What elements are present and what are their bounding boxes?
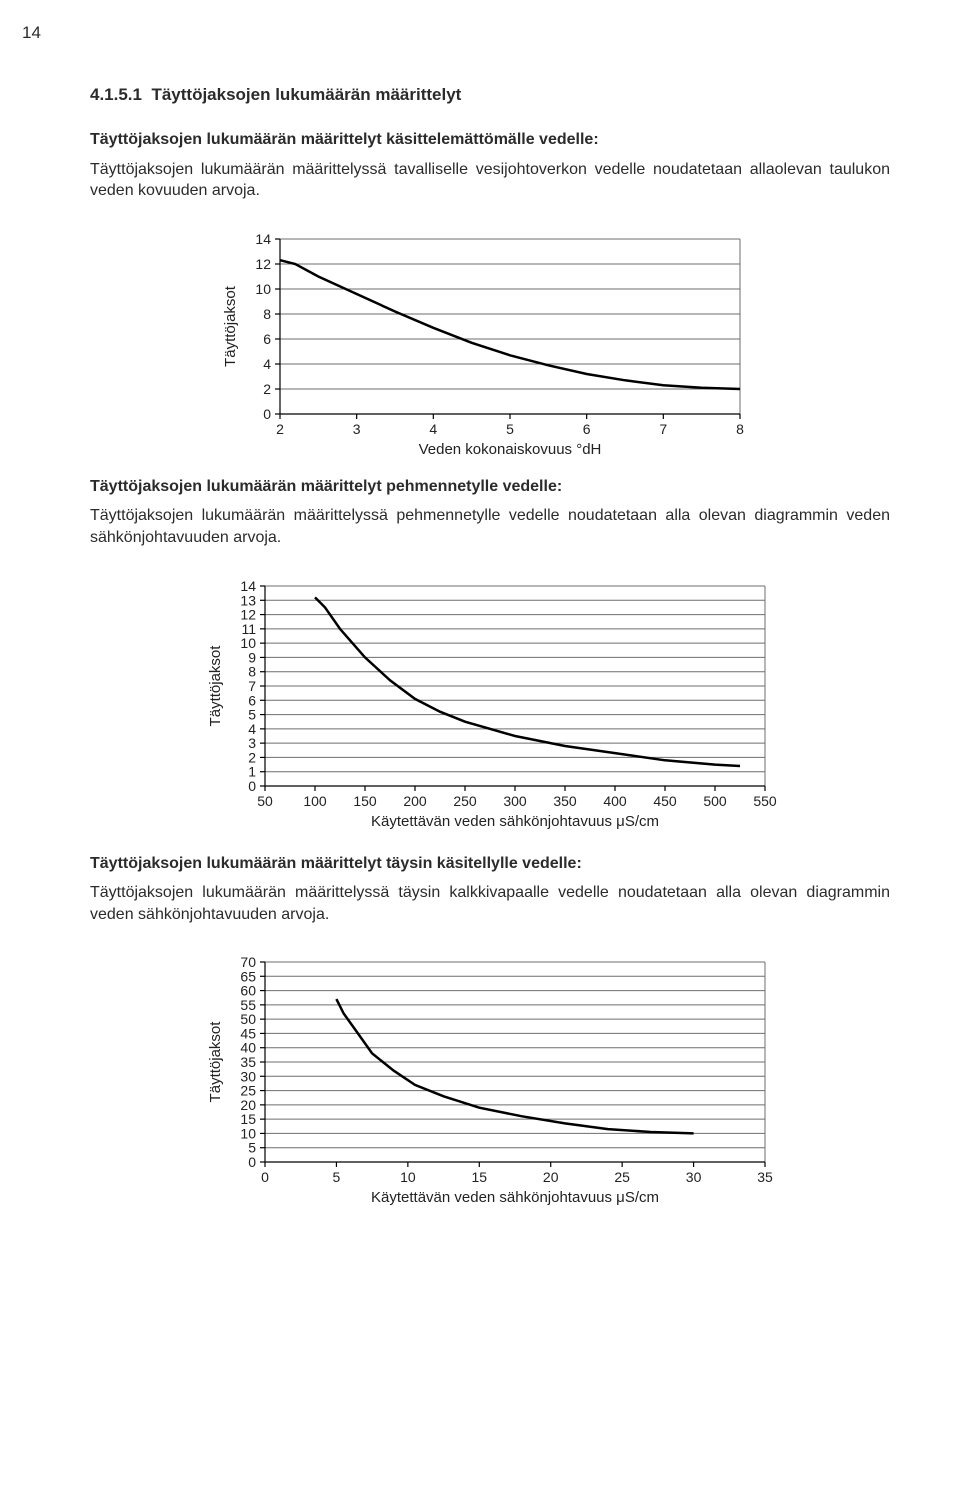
svg-text:50: 50 bbox=[257, 793, 273, 809]
svg-text:200: 200 bbox=[403, 793, 427, 809]
chart-1: 234567802468101214TäyttöjaksotVeden koko… bbox=[210, 224, 770, 454]
chart-2-container: 5010015020025030035040045050055001234567… bbox=[90, 571, 890, 831]
chart-2: 5010015020025030035040045050055001234567… bbox=[195, 571, 785, 831]
svg-text:350: 350 bbox=[553, 793, 577, 809]
svg-text:10: 10 bbox=[400, 1169, 416, 1185]
svg-text:25: 25 bbox=[614, 1169, 630, 1185]
svg-text:8: 8 bbox=[248, 663, 256, 679]
svg-text:70: 70 bbox=[240, 954, 256, 970]
svg-text:4: 4 bbox=[248, 720, 256, 736]
svg-text:50: 50 bbox=[240, 1011, 256, 1027]
svg-text:4: 4 bbox=[263, 356, 271, 372]
svg-text:Käytettävän veden sähkönjohtav: Käytettävän veden sähkönjohtavuus μS/cm bbox=[371, 1189, 659, 1206]
svg-text:40: 40 bbox=[240, 1040, 256, 1056]
svg-text:150: 150 bbox=[353, 793, 377, 809]
svg-text:20: 20 bbox=[543, 1169, 559, 1185]
svg-text:100: 100 bbox=[303, 793, 327, 809]
svg-text:0: 0 bbox=[263, 406, 271, 422]
svg-text:2: 2 bbox=[248, 749, 256, 765]
svg-text:65: 65 bbox=[240, 969, 256, 985]
svg-text:15: 15 bbox=[471, 1169, 487, 1185]
svg-text:45: 45 bbox=[240, 1026, 256, 1042]
svg-text:5: 5 bbox=[248, 1140, 256, 1156]
svg-text:0: 0 bbox=[261, 1169, 269, 1185]
svg-text:14: 14 bbox=[255, 231, 271, 247]
svg-text:2: 2 bbox=[276, 421, 284, 437]
block1-heading: Täyttöjaksojen lukumäärän määrittelyt kä… bbox=[90, 129, 890, 151]
svg-text:500: 500 bbox=[703, 793, 727, 809]
svg-text:250: 250 bbox=[453, 793, 477, 809]
svg-text:30: 30 bbox=[686, 1169, 702, 1185]
svg-text:6: 6 bbox=[263, 331, 271, 347]
svg-text:25: 25 bbox=[240, 1083, 256, 1099]
chart-3: 0510152025303505101520253035404550556065… bbox=[195, 947, 785, 1207]
svg-text:4: 4 bbox=[429, 421, 437, 437]
svg-text:0: 0 bbox=[248, 778, 256, 794]
svg-text:400: 400 bbox=[603, 793, 627, 809]
section-title-text: Täyttöjaksojen lukumäärän määrittelyt bbox=[151, 85, 461, 104]
svg-text:12: 12 bbox=[255, 256, 271, 272]
svg-text:30: 30 bbox=[240, 1069, 256, 1085]
block2-heading: Täyttöjaksojen lukumäärän määrittelyt pe… bbox=[90, 476, 890, 498]
svg-text:7: 7 bbox=[659, 421, 667, 437]
chart-1-container: 234567802468101214TäyttöjaksotVeden koko… bbox=[90, 224, 890, 454]
chart-3-container: 0510152025303505101520253035404550556065… bbox=[90, 947, 890, 1207]
svg-text:Veden kokonaiskovuus °dH: Veden kokonaiskovuus °dH bbox=[419, 441, 602, 454]
svg-text:3: 3 bbox=[248, 735, 256, 751]
svg-text:14: 14 bbox=[240, 578, 256, 594]
svg-text:550: 550 bbox=[753, 793, 777, 809]
svg-text:450: 450 bbox=[653, 793, 677, 809]
svg-text:60: 60 bbox=[240, 983, 256, 999]
svg-text:13: 13 bbox=[240, 592, 256, 608]
svg-text:Käytettävän veden sähkönjohtav: Käytettävän veden sähkönjohtavuus μS/cm bbox=[371, 813, 659, 830]
svg-text:20: 20 bbox=[240, 1097, 256, 1113]
svg-text:10: 10 bbox=[240, 635, 256, 651]
svg-text:6: 6 bbox=[583, 421, 591, 437]
svg-text:10: 10 bbox=[255, 281, 271, 297]
svg-text:5: 5 bbox=[248, 706, 256, 722]
svg-text:6: 6 bbox=[248, 692, 256, 708]
svg-text:Täyttöjaksot: Täyttöjaksot bbox=[207, 1021, 224, 1103]
svg-text:1: 1 bbox=[248, 763, 256, 779]
block1-para: Täyttöjaksojen lukumäärän määrittelyssä … bbox=[90, 159, 890, 202]
block2-para: Täyttöjaksojen lukumäärän määrittelyssä … bbox=[90, 505, 890, 548]
svg-text:0: 0 bbox=[248, 1154, 256, 1170]
svg-text:3: 3 bbox=[353, 421, 361, 437]
svg-text:Täyttöjaksot: Täyttöjaksot bbox=[222, 285, 239, 367]
svg-text:Täyttöjaksot: Täyttöjaksot bbox=[207, 644, 224, 726]
svg-text:35: 35 bbox=[240, 1054, 256, 1070]
svg-text:8: 8 bbox=[263, 306, 271, 322]
svg-text:2: 2 bbox=[263, 381, 271, 397]
svg-text:10: 10 bbox=[240, 1126, 256, 1142]
svg-text:55: 55 bbox=[240, 997, 256, 1013]
svg-text:9: 9 bbox=[248, 649, 256, 665]
section-number: 4.1.5.1 bbox=[90, 85, 142, 104]
page-number: 14 bbox=[22, 22, 41, 45]
block3-heading: Täyttöjaksojen lukumäärän määrittelyt tä… bbox=[90, 853, 890, 875]
svg-text:7: 7 bbox=[248, 678, 256, 694]
section-title: 4.1.5.1 Täyttöjaksojen lukumäärän määrit… bbox=[90, 84, 890, 107]
svg-text:300: 300 bbox=[503, 793, 527, 809]
svg-text:12: 12 bbox=[240, 606, 256, 622]
svg-text:5: 5 bbox=[506, 421, 514, 437]
svg-text:15: 15 bbox=[240, 1111, 256, 1127]
svg-text:5: 5 bbox=[333, 1169, 341, 1185]
svg-text:8: 8 bbox=[736, 421, 744, 437]
block3-para: Täyttöjaksojen lukumäärän määrittelyssä … bbox=[90, 882, 890, 925]
svg-text:11: 11 bbox=[241, 620, 256, 636]
svg-text:35: 35 bbox=[757, 1169, 773, 1185]
